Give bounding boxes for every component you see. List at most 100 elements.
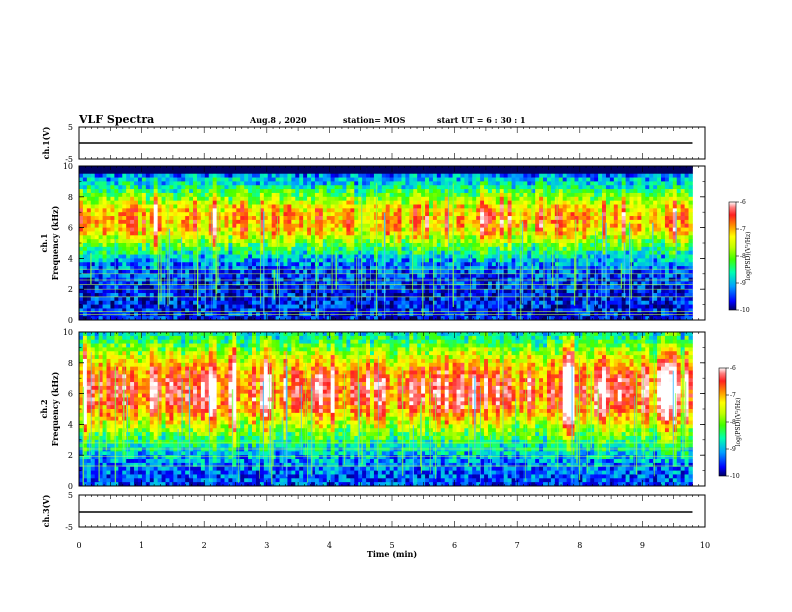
spectrogram-cell (468, 173, 473, 178)
spectrogram-cell (417, 316, 422, 321)
spectrogram-cell (342, 285, 347, 290)
spectrogram-cell (393, 293, 398, 298)
spectrogram-cell (495, 192, 501, 198)
spectrogram-cell (248, 185, 253, 190)
spectrogram-cell (216, 235, 221, 240)
spectrogram-cell (370, 181, 375, 186)
spectrogram-cell (189, 308, 194, 313)
spectrogram-cell (255, 208, 261, 213)
spectrogram-cell (546, 243, 552, 248)
spectrogram-cell (503, 169, 508, 175)
spectrogram-cell (208, 269, 214, 275)
spectrogram-cell (137, 208, 143, 213)
spectrogram-cell (409, 304, 414, 309)
spectrogram-cell (291, 219, 296, 225)
spectrogram-cell (499, 212, 505, 217)
spectrogram-cell (283, 285, 288, 290)
spectrogram-cell (401, 289, 406, 294)
spectrogram-cell (436, 269, 442, 275)
spectrogram-cell (440, 281, 446, 286)
spectrogram-cell (271, 223, 276, 228)
spectrogram-cell (110, 258, 115, 263)
spectrogram-cell (429, 296, 434, 302)
spectrogram-cell (204, 219, 210, 225)
spectrogram-cell (346, 181, 351, 186)
spectrogram-cell (417, 227, 422, 232)
spectrogram-cell (358, 192, 363, 198)
spectrogram-cell (432, 235, 438, 240)
spectrogram-cell (393, 316, 398, 321)
spectrogram-cell (389, 262, 394, 267)
spectrogram-cell (189, 223, 194, 228)
spectrogram-cell (338, 243, 343, 248)
spectrogram-cell (79, 212, 84, 217)
spectrogram-cell (456, 204, 461, 209)
spectrogram-cell (220, 285, 225, 290)
spectrogram-cell (248, 308, 253, 313)
spectrogram-cell (275, 304, 280, 309)
spectrogram-cell (248, 266, 253, 271)
spectrogram-cell (330, 243, 335, 248)
spectrogram-cell (287, 304, 292, 309)
spectrogram-cell (515, 208, 520, 213)
spectrogram-cell (405, 308, 410, 313)
spectrogram-cell (499, 266, 505, 271)
spectrogram-cell (252, 185, 257, 190)
spectrogram-cell (157, 169, 162, 175)
spectrogram-cell (507, 216, 512, 221)
spectrogram-cell (322, 304, 328, 309)
spectrogram-cell (287, 219, 292, 225)
spectrogram-cell (248, 227, 253, 232)
spectrogram-cell (267, 304, 273, 309)
spectrogram-cell (519, 304, 524, 309)
spectrogram-cell (487, 192, 493, 198)
spectrogram-cell (417, 219, 422, 225)
spectrogram-cell (322, 192, 328, 198)
spectrogram-cell (224, 304, 229, 309)
spectrogram-cell (185, 173, 190, 178)
spectrogram-cell (82, 239, 88, 244)
spectrogram-cell (161, 235, 166, 240)
spectrogram-cell (397, 227, 402, 232)
spectrogram-cell (291, 204, 296, 209)
spectrogram-cell (90, 273, 96, 278)
spectrogram-cell (173, 285, 178, 290)
spectrogram-cell (562, 189, 567, 194)
spectrogram-cell (440, 235, 446, 240)
spectrogram-cell (102, 208, 107, 213)
spectrogram-cell (141, 304, 147, 309)
spectrogram-cell (377, 196, 383, 201)
spectrogram-cell (566, 212, 571, 217)
spectrogram-cell (153, 169, 158, 175)
spectrogram-cell (499, 181, 505, 186)
spectrogram-cell (448, 185, 453, 190)
spectrogram-cell (350, 219, 355, 225)
spectrogram-cell (362, 262, 367, 267)
spectrogram-cell (196, 308, 202, 313)
spectrogram-cell (216, 223, 221, 228)
spectrogram-cell (448, 200, 453, 205)
spectrogram-cell (527, 169, 532, 175)
spectrogram-cell (405, 192, 410, 198)
spectrogram-cell (464, 223, 469, 228)
spectrogram-cell (248, 208, 253, 213)
spectrogram-cell (562, 258, 567, 263)
spectrogram-cell (464, 169, 469, 175)
spectrogram-cell (511, 289, 516, 294)
spectrogram-cell (531, 285, 536, 290)
spectrogram-cell (405, 273, 410, 278)
spectrogram-cell (370, 300, 375, 305)
spectrogram-cell (362, 269, 367, 275)
spectrogram-cell (193, 223, 198, 228)
spectrogram-cell (546, 169, 552, 175)
spectrogram-cell (397, 285, 402, 290)
spectrogram-cell (240, 266, 245, 271)
spectrogram-cell (523, 216, 528, 221)
spectrogram-cell (314, 192, 320, 198)
spectrogram-cell (425, 204, 430, 209)
spectrogram-cell (153, 235, 158, 240)
spectrogram-cell (295, 216, 300, 221)
spectrogram-cell (137, 173, 143, 178)
spectrogram-cell (189, 246, 194, 252)
spectrogram-cell (118, 196, 123, 201)
